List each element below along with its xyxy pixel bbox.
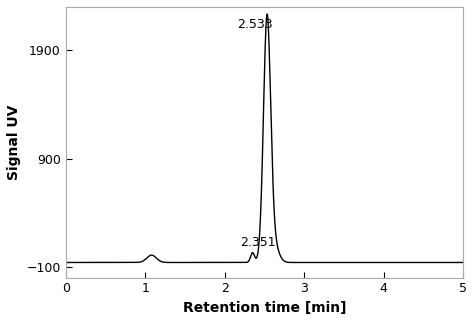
Text: 2.351: 2.351 bbox=[240, 236, 275, 249]
X-axis label: Retention time [min]: Retention time [min] bbox=[182, 301, 346, 315]
Y-axis label: Signal UV: Signal UV bbox=[7, 105, 21, 180]
Text: 2.533: 2.533 bbox=[237, 18, 273, 31]
